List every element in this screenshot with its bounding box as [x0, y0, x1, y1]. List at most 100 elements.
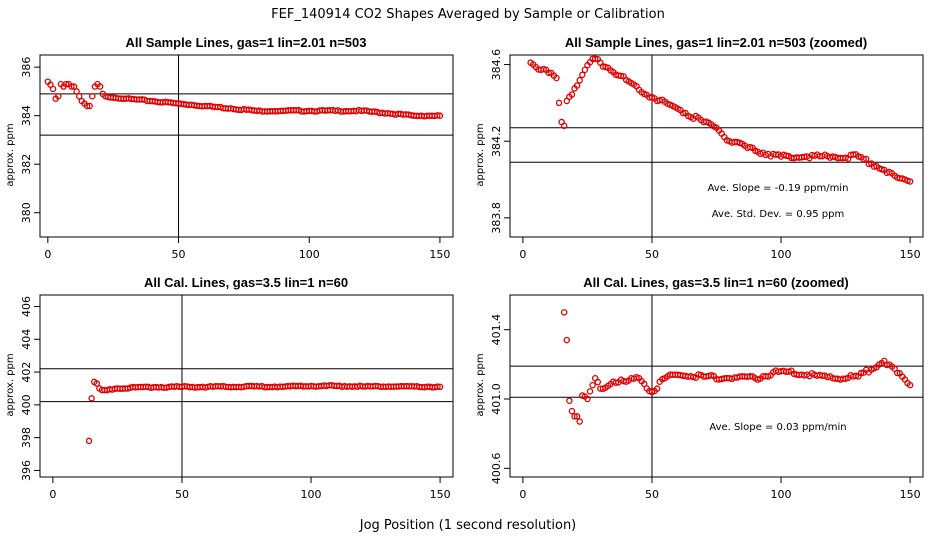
panel-sample-zoomed-point — [545, 69, 552, 77]
panel-cal-point — [434, 383, 441, 390]
annotation-sample-std-dev: Ave. Std. Dev. = 0.95 ppm — [712, 209, 844, 220]
panel-cal-zoomed-point — [594, 378, 602, 386]
panel-sample-point — [73, 88, 80, 95]
panel-sample-point — [89, 93, 96, 100]
panel-sample-plot: 0 50 100 150 380 382 384 386 — [20, 54, 454, 261]
panel-sample-zoomed-point — [865, 160, 873, 168]
figure-xlabel: Jog Position (1 second resolution) — [359, 518, 577, 533]
panel-sample-point — [68, 83, 75, 90]
panel-sample-point — [62, 80, 70, 88]
panel-cal-zoomed-plot: 0 50 100 150 400.6 401.0 401.4 — [490, 294, 924, 501]
panel-sample-zoomed-xtick-label: 100 — [771, 248, 792, 261]
panel-sample-zoomed-xtick-label: 150 — [900, 248, 921, 261]
panel-sample-zoomed-point — [573, 82, 581, 89]
panel-cal-zoomed-point — [586, 388, 594, 395]
panel-cal-zoomed-xtick-label: 150 — [900, 488, 921, 501]
panel-cal-zoomed: All Cal. Lines, gas=3.5 lin=1 n=60 (zoom… — [475, 275, 924, 501]
panel-sample-zoomed-point — [679, 109, 687, 117]
panel-cal-zoomed-point — [571, 413, 578, 420]
panel-sample-zoomed-point — [576, 77, 583, 84]
panel-cal-point — [436, 383, 444, 391]
panel-sample-zoomed-point — [560, 122, 568, 130]
panel-sample-zoomed-frame — [509, 54, 924, 238]
panel-cal-zoomed-point — [576, 418, 583, 425]
panel-sample-point — [436, 112, 444, 119]
panel-cal-zoomed-point — [612, 379, 620, 386]
panel-sample-zoomed-point — [906, 178, 914, 185]
panel-cal-zoomed-title: All Cal. Lines, gas=3.5 lin=1 n=60 (zoom… — [583, 275, 849, 290]
panel-cal-zoomed-point — [573, 413, 581, 420]
panel-cal-ytick-label: 406 — [20, 296, 33, 317]
panel-cal-title: All Cal. Lines, gas=3.5 lin=1 n=60 — [144, 275, 348, 290]
panel-sample-ytick-label: 386 — [20, 57, 33, 78]
panel-sample-frame — [39, 54, 454, 238]
panel-cal-xtick-label: 150 — [430, 488, 451, 501]
panel-sample-zoomed-point — [782, 152, 790, 159]
panel-sample-zoomed-point — [591, 55, 599, 63]
panel-cal-zoomed-point — [566, 397, 573, 404]
panel-cal-point — [88, 395, 95, 402]
panel-cal-zoomed-point — [857, 369, 865, 377]
panel-sample-zoomed-ytick-label: 383.8 — [490, 202, 503, 234]
panel-cal-plot: 0 50 100 150 396 398 400 402 404 406 — [20, 294, 454, 501]
panel-cal-zoomed-point — [906, 381, 914, 389]
annotation-cal-slope: Ave. Slope = 0.03 ppm/min — [709, 422, 846, 433]
panel-cal-xtick-label: 50 — [175, 488, 189, 501]
panel-cal-ytick-label: 402 — [20, 362, 33, 383]
panel-cal-ytick-label: 398 — [20, 427, 33, 448]
panel-sample-point — [55, 93, 62, 100]
panel-cal-zoomed-point — [584, 395, 591, 403]
panel-sample-point — [49, 85, 57, 93]
panel-cal-ytick-label: 396 — [20, 460, 33, 481]
panel-cal-frame — [39, 294, 454, 478]
panel-cal-zoomed-point — [589, 381, 596, 389]
panel-sample-zoomed: All Sample Lines, gas=1 lin=2.01 n=503 (… — [475, 35, 924, 261]
panel-sample-xtick-label: 100 — [299, 248, 320, 261]
panel-cal-zoomed-xtick-label: 100 — [771, 488, 792, 501]
panel-cal-point — [85, 437, 93, 445]
panel-sample-zoomed-xtick-label: 0 — [519, 248, 526, 261]
panel-sample-zoomed-point — [617, 72, 625, 80]
panel-cal-zoomed-point — [563, 336, 571, 344]
panel-sample-zoomed-point — [862, 155, 870, 163]
panel-sample-zoomed-title: All Sample Lines, gas=1 lin=2.01 n=503 (… — [565, 35, 867, 50]
panel-sample-title: All Sample Lines, gas=1 lin=2.01 n=503 — [126, 35, 367, 50]
panel-sample-zoomed-point — [579, 71, 586, 79]
annotation-sample-slope: Ave. Slope = -0.19 ppm/min — [708, 183, 849, 194]
panel-sample-ytick-label: 384 — [20, 105, 33, 126]
panel-sample-zoomed-ytick-label: 384.6 — [490, 49, 503, 81]
panel-cal-ytick-label: 400 — [20, 394, 33, 415]
panel-cal-xtick-label: 0 — [49, 488, 56, 501]
panel-sample-zoomed-point — [581, 66, 589, 74]
panel-sample-xtick-label: 50 — [172, 248, 186, 261]
panel-cal-point — [93, 380, 101, 387]
panel-cal: All Cal. Lines, gas=3.5 lin=1 n=60 appro… — [5, 275, 454, 501]
panel-sample-point — [75, 93, 83, 100]
panel-sample-zoomed-ylabel: approx. ppm — [475, 123, 486, 186]
panel-sample-zoomed-point — [855, 153, 862, 160]
panel-cal-zoomed-point — [560, 309, 568, 316]
panel-sample-zoomed-point — [850, 151, 857, 158]
panel-cal-ylabel: approx. ppm — [5, 353, 16, 416]
panel-sample-point — [96, 83, 104, 90]
panel-sample-zoomed-point — [553, 74, 560, 82]
panel-sample-point — [70, 83, 78, 90]
panel-cal-zoomed-point — [653, 385, 661, 392]
panel-cal-zoomed-frame — [509, 294, 924, 478]
panel-sample-zoomed-xtick-label: 50 — [645, 248, 659, 261]
panel-sample-zoomed-ytick-label: 384.2 — [490, 125, 503, 157]
panel-sample-zoomed-point — [555, 99, 563, 107]
panel-sample-xtick-label: 150 — [429, 248, 450, 261]
panel-cal-zoomed-point — [568, 407, 576, 415]
panel-cal-zoomed-xtick-label: 50 — [645, 488, 659, 501]
panel-cal-zoomed-point — [893, 369, 901, 377]
panel-cal-zoomed-point — [690, 373, 697, 381]
panel-sample-ytick-label: 380 — [20, 202, 33, 223]
panel-cal-zoomed-ytick-label: 401.4 — [490, 314, 503, 346]
panel-sample-point — [86, 102, 93, 110]
panel-cal-zoomed-xtick-label: 0 — [519, 488, 526, 501]
panel-cal-zoomed-ylabel: approx. ppm — [475, 353, 486, 416]
panel-sample-xtick-label: 0 — [44, 248, 51, 261]
panel-sample-point — [83, 102, 91, 110]
panel-sample-zoomed-point — [860, 155, 867, 163]
